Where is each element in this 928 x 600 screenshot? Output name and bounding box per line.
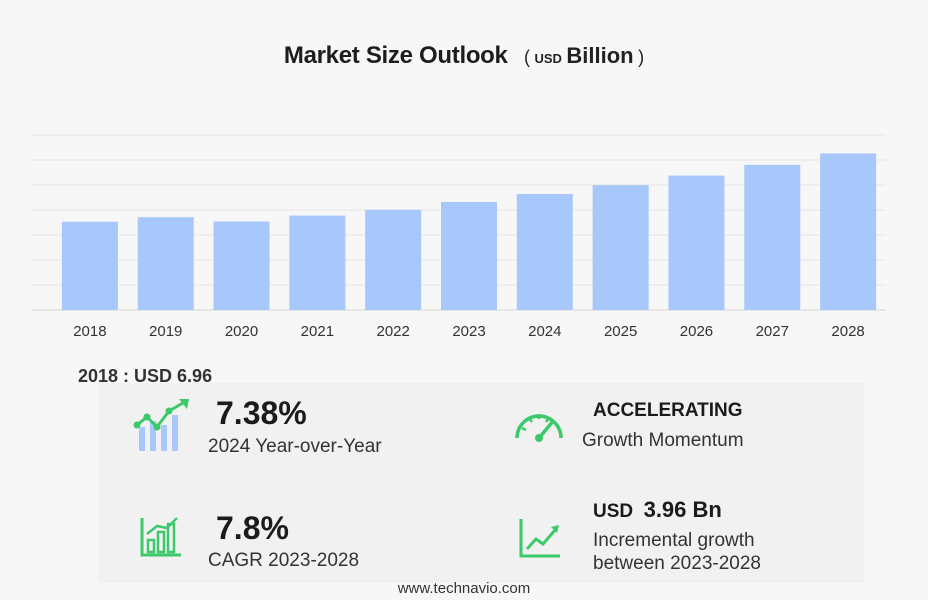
bar-2028 (820, 153, 877, 310)
x-tick-label-2026: 2026 (680, 323, 713, 340)
bar-2021 (289, 215, 346, 310)
stats-panel (98, 383, 864, 583)
incremental-stat: USD 3.96 Bn (593, 497, 722, 523)
x-tick-label-2022: 2022 (376, 323, 409, 340)
growth-chart-icon (133, 397, 191, 458)
market-size-bar-chart: 2018 2019 2020 2021 2022 2023 2024 2025 2026 2027… (32, 134, 886, 340)
title-paren-open: ( (524, 47, 531, 67)
source-footer: www.technavio.com (397, 580, 531, 597)
chart-title: Market Size Outlook ( USD Billion ) (0, 42, 928, 70)
x-tick-label-2027: 2027 (756, 323, 789, 340)
incremental-label-wrap: Incremental growth between 2023-2028 (593, 530, 761, 576)
incremental-prefix: USD (593, 501, 634, 522)
yoy-value: 7.38% (216, 395, 307, 431)
base-year-value: 2018 : USD 6.96 (78, 366, 213, 386)
yoy-label-wrap: 2024 Year-over-Year (208, 436, 382, 459)
cagr-label-wrap: CAGR 2023-2028 (208, 550, 359, 573)
momentum-label: Growth Momentum (582, 430, 744, 451)
bar-2026 (668, 175, 725, 310)
bar-chart-icon (139, 516, 183, 563)
speedometer-icon (512, 404, 566, 449)
x-tick-label-2021: 2021 (301, 323, 334, 340)
x-tick-label-2018: 2018 (73, 323, 106, 340)
bar-2027 (744, 164, 801, 310)
incremental-label-line1: Incremental growth (593, 530, 755, 551)
yoy-stat: 7.38% (216, 397, 307, 429)
bar-2023 (441, 201, 497, 310)
x-tick-label-2023: 2023 (452, 323, 485, 340)
bar-2025 (592, 185, 649, 310)
cagr-stat: 7.8% (216, 512, 289, 544)
x-tick-label-2024: 2024 (528, 323, 561, 340)
incremental-label-line2: between 2023-2028 (593, 552, 761, 574)
bar-2024 (516, 193, 573, 310)
bar-2022 (365, 209, 422, 310)
bar-2018 (61, 221, 118, 310)
yoy-label: 2024 Year-over-Year (208, 436, 382, 457)
title-paren-close: ) (638, 47, 645, 67)
x-tick-label-2025: 2025 (604, 323, 637, 340)
momentum-stat: ACCELERATING (593, 400, 743, 422)
title-unit-scale: Billion (566, 43, 634, 68)
momentum-label-wrap: Growth Momentum (582, 430, 744, 453)
incremental-value: 3.96 Bn (643, 497, 722, 522)
x-tick-label-2019: 2019 (149, 323, 182, 340)
bar-2020 (213, 221, 270, 310)
title-unit-currency: USD (534, 51, 562, 66)
trend-line-icon (518, 517, 562, 564)
bar-2019 (137, 217, 194, 310)
momentum-value: ACCELERATING (593, 400, 743, 421)
chart-title-main: Market Size Outlook (283, 42, 508, 69)
cagr-value: 7.8% (216, 510, 289, 546)
x-tick-label-2028: 2028 (831, 323, 864, 340)
cagr-label: CAGR 2023-2028 (208, 550, 360, 571)
x-tick-label-2020: 2020 (225, 323, 258, 340)
